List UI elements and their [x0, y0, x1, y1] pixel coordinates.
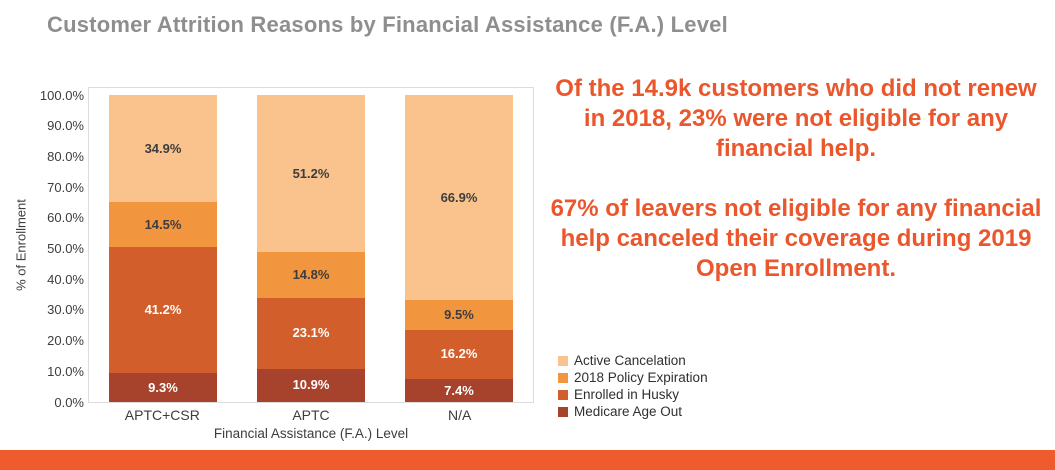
- y-tick-label: 40.0%: [47, 271, 84, 287]
- legend-item: Medicare Age Out: [558, 405, 708, 419]
- segment-value-label: 23.1%: [292, 325, 330, 341]
- x-tick-label: N/A: [447, 407, 472, 423]
- y-tick-label: 60.0%: [47, 210, 84, 226]
- annotation-paragraph-1: Of the 14.9k customers who did not renew…: [555, 75, 1037, 162]
- x-tick-label: APTC: [292, 407, 330, 423]
- page-title: Customer Attrition Reasons by Financial …: [47, 12, 728, 37]
- bar-segment: 23.1%: [257, 297, 365, 369]
- legend-swatch-icon: [558, 407, 568, 417]
- legend-label: Active Cancelation: [574, 353, 686, 368]
- segment-value-label: 51.2%: [292, 165, 330, 181]
- y-tick-label: 50.0%: [47, 241, 84, 256]
- y-tick-label: 20.0%: [47, 333, 84, 349]
- bar-segment: 9.5%: [405, 300, 513, 330]
- segment-value-label: 14.5%: [144, 216, 182, 232]
- bar-segment: 51.2%: [257, 95, 365, 253]
- legend-label: Enrolled in Husky: [574, 387, 680, 402]
- y-tick-label: 100.0%: [39, 87, 84, 103]
- segment-value-label: 10.9%: [292, 377, 330, 393]
- bar-segment: 41.2%: [109, 246, 217, 374]
- bar-segment: 16.2%: [405, 329, 513, 380]
- y-tick-label: 30.0%: [47, 302, 84, 318]
- footer-accent-bar: [0, 450, 1055, 470]
- legend-item: 2018 Policy Expiration: [558, 371, 708, 385]
- y-axis-tick-labels: 100.0% 90.0% 80.0% 70.0% 60.0% 50.0% 40.0% 30.0…: [0, 0, 84, 470]
- bar-segment: 9.3%: [109, 373, 217, 402]
- legend-item: Enrolled in Husky: [558, 388, 708, 402]
- annotation-text-block: Of the 14.9k customers who did not renew…: [548, 74, 1044, 284]
- bar-segment: 66.9%: [405, 95, 513, 301]
- segment-value-label: 14.8%: [292, 266, 330, 282]
- legend-swatch-icon: [558, 390, 568, 400]
- x-axis-tick-labels: APTC+CSR APTC N/A: [88, 407, 534, 423]
- segment-value-label: 41.2%: [144, 302, 182, 318]
- chart-legend: Active Cancelation 2018 Policy Expiration…: [558, 354, 708, 422]
- bar-n-a: 7.4% 16.2% 9.5% 66.9%: [405, 95, 513, 402]
- legend-item: Active Cancelation: [558, 354, 708, 368]
- bar-segment: 14.8%: [257, 252, 365, 298]
- segment-value-label: 9.3%: [148, 379, 178, 395]
- y-tick-label: 10.0%: [47, 363, 84, 379]
- x-tick-label: APTC+CSR: [124, 407, 200, 423]
- segment-value-label: 9.5%: [444, 307, 474, 322]
- segment-value-label: 66.9%: [440, 189, 478, 205]
- bar-aptc: 10.9% 23.1% 14.8% 51.2%: [257, 95, 365, 402]
- legend-swatch-icon: [558, 373, 568, 383]
- legend-label: Medicare Age Out: [574, 404, 683, 419]
- bar-segment: 14.5%: [109, 202, 217, 247]
- stacked-bars: 9.3% 41.2% 14.5% 34.9% 10.9% 23.1% 14.8% 51.2% 7…: [89, 95, 533, 402]
- y-tick-label: 0.0%: [54, 394, 84, 410]
- annotation-paragraph-2: 67% of leavers not eligible for any fina…: [550, 195, 1042, 282]
- bar-segment: 34.9%: [109, 95, 217, 203]
- y-tick-label: 90.0%: [47, 118, 84, 134]
- legend-label: 2018 Policy Expiration: [574, 370, 708, 385]
- segment-value-label: 34.9%: [144, 140, 182, 156]
- segment-value-label: 7.4%: [444, 382, 474, 398]
- bar-segment: 10.9%: [257, 368, 365, 402]
- chart-plot-area: 9.3% 41.2% 14.5% 34.9% 10.9% 23.1% 14.8% 51.2% 7…: [88, 87, 534, 403]
- bar-segment: 7.4%: [405, 379, 513, 402]
- segment-value-label: 16.2%: [440, 346, 478, 362]
- bar-aptc-csr: 9.3% 41.2% 14.5% 34.9%: [109, 95, 217, 402]
- legend-swatch-icon: [558, 356, 568, 366]
- x-axis-title: Financial Assistance (F.A.) Level: [213, 426, 409, 441]
- y-tick-label: 80.0%: [47, 148, 84, 164]
- y-tick-label: 70.0%: [47, 179, 84, 195]
